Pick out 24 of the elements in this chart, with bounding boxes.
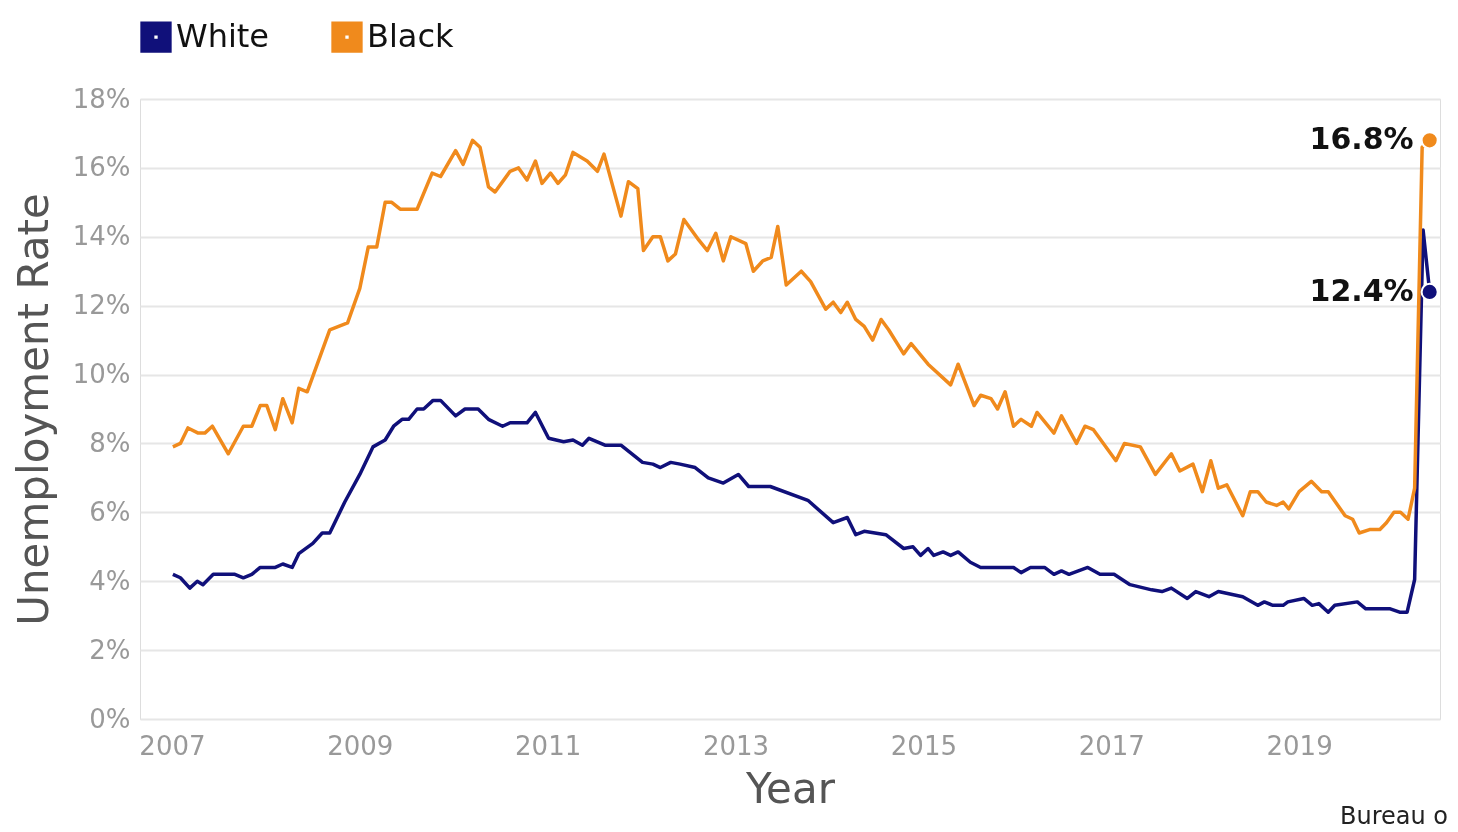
- y-tick-label: 2%: [89, 634, 131, 665]
- y-axis-title: Unemployment Rate: [8, 193, 58, 626]
- x-axis-title: Year: [745, 763, 836, 813]
- x-tick-label: 2011: [515, 730, 582, 761]
- x-tick-label: 2019: [1266, 730, 1333, 761]
- y-tick-label: 16%: [72, 152, 131, 183]
- y-tick-label: 8%: [89, 427, 131, 458]
- legend-label: White: [176, 17, 270, 56]
- x-tick-label: 2007: [139, 730, 206, 761]
- text: Bureau o: [1340, 802, 1449, 830]
- annotation: 12.4%: [1309, 272, 1414, 308]
- y-tick-label: 14%: [72, 221, 131, 252]
- x-tick-label: 2009: [327, 730, 394, 761]
- y-tick-label: 12%: [72, 290, 131, 321]
- annotation: 16.8%: [1309, 121, 1414, 157]
- x-tick-label: 2017: [1078, 730, 1145, 761]
- x-tick-label: 2015: [890, 730, 957, 761]
- y-tick-label: 4%: [89, 565, 131, 596]
- y-tick-label: 0%: [89, 703, 131, 734]
- legend-label: Black: [367, 17, 455, 56]
- y-tick-label: 18%: [72, 83, 131, 114]
- y-tick-label: 10%: [72, 359, 131, 390]
- x-tick-label: 2013: [702, 730, 770, 761]
- y-tick-label: 6%: [89, 496, 131, 527]
